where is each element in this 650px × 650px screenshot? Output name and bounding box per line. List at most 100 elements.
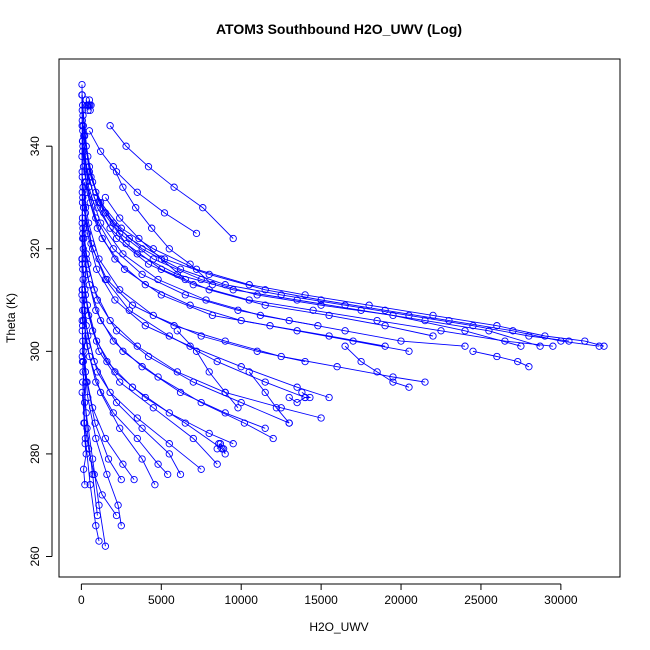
data-point [165,409,173,417]
data-point [82,255,90,263]
data-point [95,347,103,355]
data-point [141,393,149,402]
profile-line [248,371,290,424]
data-point [181,291,189,299]
data-point [389,311,397,320]
profile-line [83,166,386,347]
data-point [92,434,100,443]
data-point [277,352,285,361]
data-point [493,322,501,330]
data-point [135,234,143,243]
profile-line [82,248,274,439]
profile-series [101,193,189,284]
data-point [92,265,101,273]
data-point [229,286,237,294]
profile-series [79,163,389,350]
data-point [79,229,87,238]
data-point [357,357,365,366]
data-point [80,132,88,140]
data-point [86,198,94,207]
data-point [141,281,149,289]
data-point [325,393,333,402]
data-point [106,316,114,325]
x-tick-label: 30000 [544,593,578,607]
data-point [112,327,121,335]
data-point [87,173,95,181]
data-point [421,316,429,325]
profile-line [83,207,306,398]
profile-line [89,130,197,234]
data-point [333,363,341,371]
data-point [78,91,86,99]
data-point [253,347,261,355]
data-point [101,434,110,443]
data-point [317,296,325,304]
data-point [138,270,146,279]
data-point [81,440,89,448]
data-point [221,450,229,458]
data-point [82,378,90,386]
profile-line [112,166,213,286]
data-point [173,327,181,335]
data-point [405,383,413,391]
data-point [445,316,453,325]
profile-series [106,122,237,243]
data-point [549,342,557,350]
data-point [461,327,469,335]
profile-line [82,310,169,475]
data-point [132,204,140,212]
data-point [79,347,87,355]
data-point [240,419,249,427]
data-point [301,357,309,366]
data-point [164,470,172,479]
data-point [509,327,517,335]
data-point [157,265,165,273]
data-point [525,332,533,340]
data-point [86,481,94,489]
data-point [96,388,105,397]
data-point [148,224,156,232]
data-point [173,368,181,376]
data-point [79,204,88,212]
data-point [119,250,127,258]
data-point [85,281,94,289]
data-point [78,255,86,263]
data-point [101,275,110,284]
data-point [98,234,106,243]
data-point [293,296,301,304]
plot-area-frame [58,58,621,578]
x-tick-label: 15000 [304,593,338,607]
data-point [138,424,146,432]
data-point [421,378,429,386]
data-point [189,434,197,443]
data-point [79,137,87,145]
data-point [389,373,397,381]
data-point [469,347,477,355]
data-point [469,322,477,330]
data-point [157,255,165,263]
data-point [95,255,103,263]
data-point [117,522,125,530]
data-point [101,542,110,550]
data-point [79,465,88,473]
data-point [133,342,141,350]
data-point [285,393,293,402]
data-point [111,296,119,304]
data-point [165,450,173,458]
data-point [78,80,86,89]
data-point [79,163,88,171]
profile-series [341,342,413,391]
data-point [285,316,293,325]
data-point [149,311,157,320]
data-point [261,424,269,432]
y-tick-label: 260 [28,546,42,566]
data-point [112,168,121,176]
data-point [525,363,533,371]
data-point [119,183,127,191]
data-point [261,378,269,386]
data-point [237,363,245,371]
data-point [116,229,124,238]
data-point [306,393,314,402]
